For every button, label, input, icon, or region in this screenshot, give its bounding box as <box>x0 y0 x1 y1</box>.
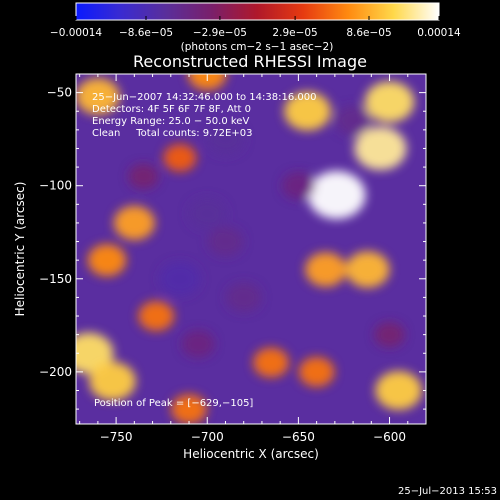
intensity-source <box>87 244 127 277</box>
plot-frame <box>75 73 427 425</box>
intensity-source <box>345 251 390 288</box>
x-axis-label: Heliocentric X (arcsec) <box>183 447 319 461</box>
chart-title: Reconstructed RHESSI Image <box>133 52 367 71</box>
intensity-source <box>159 261 201 296</box>
colorbar-tick-label: 0.00014 <box>417 27 461 39</box>
colorbar-tick-label: 2.9e−05 <box>272 27 317 39</box>
colorbar <box>75 2 440 21</box>
intensity-source <box>128 163 159 189</box>
observation-info: 25−Jun−2007 14:32:46.000 to 14:38:16.000… <box>92 92 317 139</box>
intensity-source <box>163 144 197 172</box>
y-tick-label: −100 <box>39 179 72 193</box>
intensity-source <box>335 105 371 136</box>
intensity-source <box>188 197 227 230</box>
colorbar-tick-label: −2.9e−05 <box>193 27 247 39</box>
intensity-source <box>206 123 245 156</box>
intensity-source <box>253 347 289 378</box>
intensity-source <box>305 252 347 287</box>
x-tick-label: −600 <box>373 430 406 444</box>
colorbar-tick-label: −8.6e−05 <box>119 27 173 39</box>
annotation-detectors: Detectors: 4F 5F 6F 7F 8F, Att 0 <box>92 104 251 115</box>
intensity-source <box>181 330 215 358</box>
intensity-source <box>354 126 407 171</box>
intensity-source <box>307 171 366 220</box>
annotation-clean-counts: Clean Total counts: 9.72E+03 <box>92 128 252 139</box>
intensity-source <box>375 371 422 410</box>
axes: −750 −700 −650 −600 −50 −100 −150 −200 <box>39 73 427 444</box>
intensity-source <box>284 91 331 131</box>
intensity-map <box>76 74 422 424</box>
peak-position-label: Position of Peak = [−629,−105] <box>94 398 253 409</box>
colorbar-tick-label: −0.00014 <box>50 27 103 39</box>
x-tick-label: −650 <box>282 430 315 444</box>
intensity-source <box>374 322 405 348</box>
intensity-source <box>188 74 227 90</box>
intensity-source <box>207 226 244 257</box>
intensity-source <box>171 394 207 424</box>
intensity-source <box>89 361 136 401</box>
intensity-source <box>281 171 315 200</box>
intensity-source <box>113 205 155 241</box>
annotation-energy-range: Energy Range: 25.0 − 50.0 keV <box>92 116 249 127</box>
y-axis-label: Heliocentric Y (arcsec) <box>13 182 27 317</box>
footer-timestamp: 25−Jul−2013 15:53 <box>398 486 497 497</box>
x-tick-label: −700 <box>191 430 224 444</box>
colorbar-ticks: −0.00014 −8.6e−05 −2.9e−05 2.9e−05 8.6e−05 0.… <box>50 16 461 39</box>
colorbar-unit-label: (photons cm−2 s−1 asec−2) <box>181 41 334 53</box>
x-tick-label: −750 <box>100 430 133 444</box>
colorbar-tick-label: 8.6e−05 <box>346 27 391 39</box>
annotation-time-range: 25−Jun−2007 14:32:46.000 to 14:38:16.000 <box>92 92 317 103</box>
intensity-source <box>298 357 335 387</box>
intensity-source <box>76 78 120 115</box>
intensity-source <box>364 81 415 123</box>
intensity-source <box>225 282 262 313</box>
intensity-source <box>138 301 175 331</box>
y-tick-label: −50 <box>47 86 72 100</box>
y-tick-label: −150 <box>39 272 72 286</box>
y-tick-label: −200 <box>39 365 72 379</box>
